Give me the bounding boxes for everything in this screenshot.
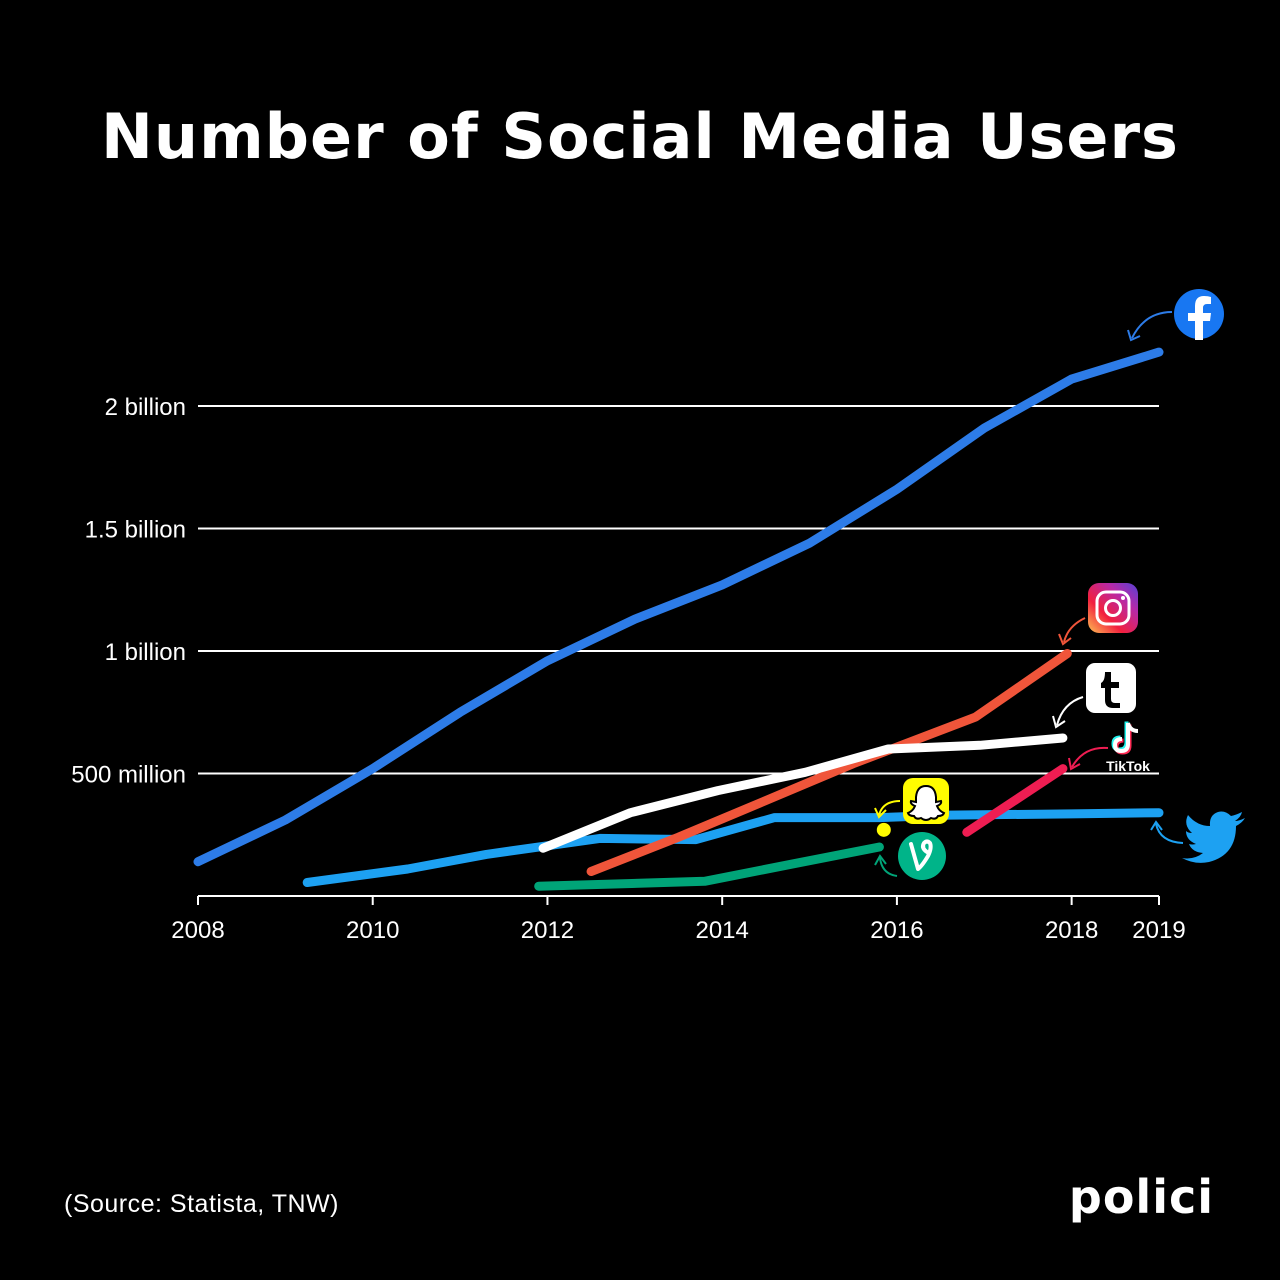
source-note: (Source: Statista, TNW) [64, 1190, 339, 1218]
tiktok-series-line [962, 764, 1068, 837]
instagram-arrowhead [1058, 633, 1072, 646]
vine-arrowhead [874, 854, 887, 866]
snapchat-icon [903, 778, 949, 824]
series-logos: TikTok [874, 289, 1245, 880]
tumblr-series-line [538, 733, 1068, 853]
x-tick-labels: 2008 2010 2012 2014 2016 2018 2019 [171, 917, 1185, 944]
x-axis [197, 895, 1160, 905]
brand-logo: polici [1068, 1170, 1214, 1224]
y-tick-label: 1.5 billion [85, 517, 186, 544]
tiktok-wordmark: TikTok [1106, 758, 1150, 774]
snapchat-arrow [878, 800, 901, 816]
x-tick-label: 2010 [346, 917, 399, 944]
twitter-icon [1182, 811, 1245, 863]
snapchat-point [876, 822, 891, 837]
chart-title: Number of Social Media Users [101, 100, 1179, 173]
x-tick-label: 2018 [1045, 917, 1098, 944]
series-lines [193, 347, 1164, 891]
grid-lines [198, 405, 1159, 775]
facebook-arrowhead [1127, 329, 1141, 342]
x-tick-label: 2008 [171, 917, 224, 944]
facebook-series-line [193, 347, 1164, 867]
x-tick-label: 2012 [521, 917, 574, 944]
snapchat-arrowhead [874, 807, 887, 819]
instagram-icon [1088, 583, 1138, 633]
vine-icon [898, 832, 946, 880]
y-tick-label: 500 million [71, 762, 186, 789]
x-tick-label: 2016 [870, 917, 923, 944]
facebook-icon [1174, 289, 1224, 340]
tiktok-arrow [1071, 746, 1109, 768]
vine-arrow [879, 857, 898, 877]
x-tick-label: 2014 [695, 917, 748, 944]
twitter-arrow [1155, 823, 1184, 844]
y-tick-labels: 500 million 1 billion 1.5 billion 2 billion [71, 394, 186, 789]
vine-series-line [534, 842, 884, 891]
instagram-series-line [586, 649, 1072, 876]
twitter-series-line [302, 808, 1164, 887]
x-tick-label: 2019 [1132, 917, 1185, 944]
tiktok-icon: TikTok [1106, 721, 1150, 774]
tiktok-arrowhead [1068, 757, 1081, 771]
twitter-arrowhead [1150, 820, 1163, 831]
facebook-arrow [1131, 311, 1173, 339]
y-tick-label: 2 billion [105, 394, 186, 421]
tumblr-arrowhead [1052, 715, 1066, 729]
instagram-arrow [1063, 617, 1086, 643]
tumblr-icon [1086, 663, 1136, 713]
tumblr-arrow [1056, 696, 1084, 726]
y-tick-label: 1 billion [105, 639, 186, 666]
